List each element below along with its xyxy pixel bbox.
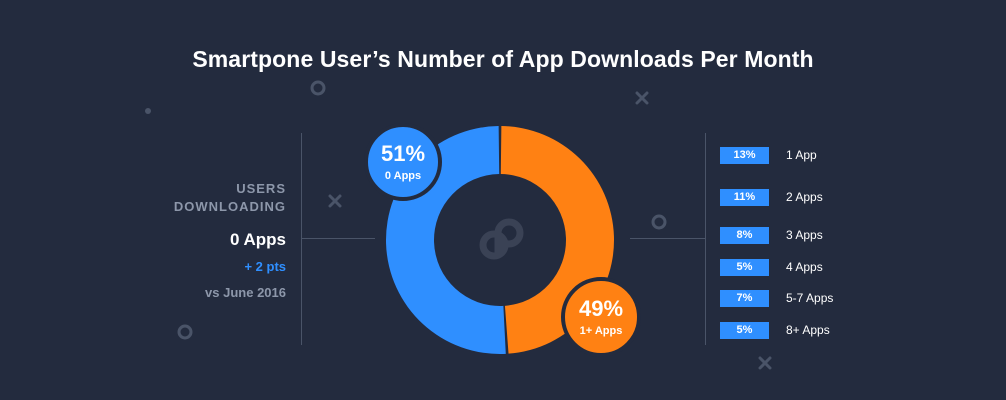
callout-line-2: DOWNLOADING: [173, 199, 286, 214]
breakdown-row: 11% 2 Apps: [720, 188, 823, 206]
breakdown-value: 11%: [720, 188, 769, 206]
cross-decoration: [635, 91, 649, 105]
bubble-1plus-apps: 49% 1+ Apps: [561, 277, 641, 357]
cross-decoration: [328, 194, 342, 208]
right-divider: [705, 133, 706, 345]
right-connector: [630, 238, 705, 239]
chart-title: Smartpone User’s Number of App Downloads…: [192, 46, 814, 72]
bubble-0-apps-percent: 51%: [380, 141, 426, 166]
breakdown-row: 5% 8+ Apps: [720, 321, 830, 339]
bubble-0-apps: 51% 0 Apps: [364, 123, 442, 201]
cross-decoration: [758, 356, 772, 370]
ring-decoration: [310, 80, 326, 96]
breakdown-value: 13%: [720, 146, 769, 164]
breakdown-row: 5% 4 Apps: [720, 258, 823, 276]
breakdown-value: 5%: [720, 258, 769, 276]
ring-decoration: [651, 214, 667, 230]
breakdown-row: 7% 5-7 Apps: [720, 289, 833, 307]
breakdown-value: 7%: [720, 289, 769, 307]
bubble-1plus-apps-percent: 49%: [578, 296, 624, 321]
callout-line-1: USERS: [236, 181, 286, 196]
breakdown-category: 8+ Apps: [786, 323, 830, 337]
dot-decoration: [145, 108, 151, 114]
left-connector: [301, 238, 375, 239]
breakdown-category: 2 Apps: [786, 190, 823, 204]
ring-decoration: [177, 324, 193, 340]
left-divider: [301, 133, 302, 345]
callout-category: 0 Apps: [229, 230, 286, 249]
callout-change: + 2 pts: [244, 259, 286, 274]
breakdown-value: 8%: [720, 226, 769, 244]
bubble-0-apps-label: 0 Apps: [384, 170, 422, 182]
callout: USERS DOWNLOADING 0 Apps + 2 pts vs June…: [150, 180, 286, 300]
bubble-1plus-apps-label: 1+ Apps: [579, 325, 623, 337]
breakdown-value: 5%: [720, 321, 769, 339]
callout-comparison: vs June 2016: [205, 285, 286, 300]
breakdown-category: 4 Apps: [786, 260, 823, 274]
breakdown-category: 5-7 Apps: [786, 291, 834, 305]
breakdown-row: 8% 3 Apps: [720, 226, 823, 244]
breakdown-category: 3 Apps: [786, 228, 823, 242]
app-logo-icon: [479, 218, 524, 260]
breakdown-category: 1 App: [786, 148, 817, 162]
breakdown-row: 13% 1 App: [720, 146, 817, 164]
